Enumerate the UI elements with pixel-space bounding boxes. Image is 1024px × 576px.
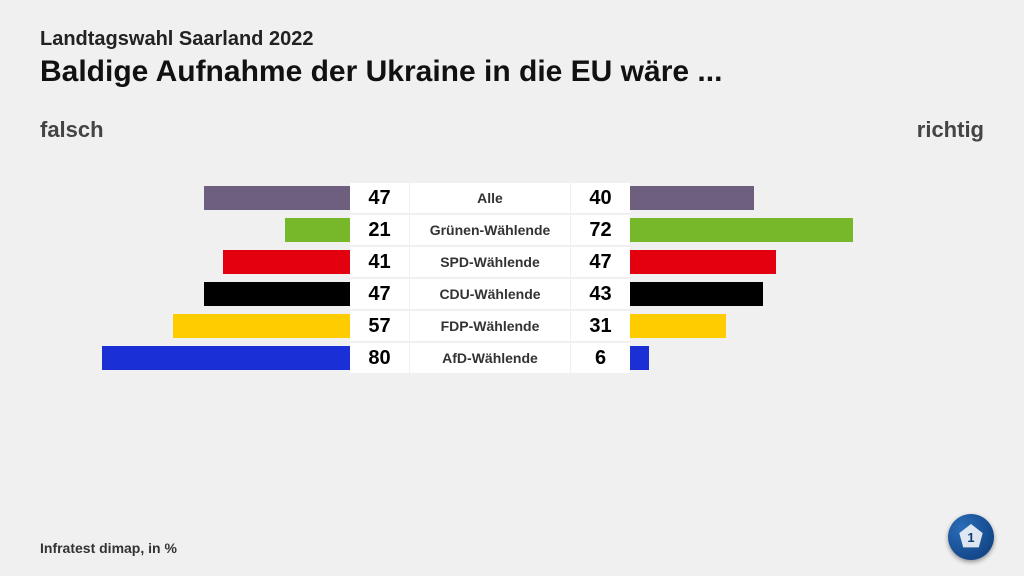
chart-title: Baldige Aufnahme der Ukraine in die EU w… <box>40 55 984 89</box>
bar-area-left <box>40 311 350 341</box>
value-right: 6 <box>570 343 630 373</box>
category-label: AfD-Wählende <box>410 343 570 373</box>
value-left: 47 <box>350 183 410 213</box>
value-left: 80 <box>350 343 410 373</box>
bar-area-right <box>630 183 940 213</box>
chart-row: 57FDP-Wählende31 <box>40 311 984 341</box>
category-label: CDU-Wählende <box>410 279 570 309</box>
chart-row: 47Alle40 <box>40 183 984 213</box>
logo-text: 1 <box>967 530 974 545</box>
bar-area-right <box>630 279 940 309</box>
bar-left <box>204 282 350 306</box>
chart-header: Landtagswahl Saarland 2022 Baldige Aufna… <box>0 0 1024 99</box>
bar-left <box>285 218 350 242</box>
scale-label-left: falsch <box>40 117 104 143</box>
value-left: 57 <box>350 311 410 341</box>
bar-area-left <box>40 247 350 277</box>
value-right: 31 <box>570 311 630 341</box>
broadcaster-logo: 1 <box>948 514 994 560</box>
bar-area-left <box>40 343 350 373</box>
value-left: 41 <box>350 247 410 277</box>
bar-left <box>173 314 350 338</box>
value-right: 43 <box>570 279 630 309</box>
bar-right <box>630 250 776 274</box>
bar-area-left <box>40 279 350 309</box>
scale-label-right: richtig <box>917 117 984 143</box>
bar-right <box>630 346 649 370</box>
chart-subtitle: Landtagswahl Saarland 2022 <box>40 28 984 51</box>
bar-area-left <box>40 215 350 245</box>
value-right: 72 <box>570 215 630 245</box>
chart-row: 41SPD-Wählende47 <box>40 247 984 277</box>
value-right: 47 <box>570 247 630 277</box>
bar-right <box>630 314 726 338</box>
bar-area-right <box>630 311 940 341</box>
bar-left <box>204 186 350 210</box>
category-label: Alle <box>410 183 570 213</box>
bar-area-left <box>40 183 350 213</box>
category-label: FDP-Wählende <box>410 311 570 341</box>
category-label: Grünen-Wählende <box>410 215 570 245</box>
chart-row: 47CDU-Wählende43 <box>40 279 984 309</box>
bar-left <box>223 250 350 274</box>
chart-row: 80AfD-Wählende6 <box>40 343 984 373</box>
diverging-bar-chart: 47Alle4021Grünen-Wählende7241SPD-Wählend… <box>0 183 1024 373</box>
bar-right <box>630 186 754 210</box>
category-label: SPD-Wählende <box>410 247 570 277</box>
bar-area-right <box>630 247 940 277</box>
chart-row: 21Grünen-Wählende72 <box>40 215 984 245</box>
bar-right <box>630 282 763 306</box>
source-footer: Infratest dimap, in % <box>40 540 177 556</box>
bar-left <box>102 346 350 370</box>
scale-labels: falsch richtig <box>0 99 1024 143</box>
value-left: 21 <box>350 215 410 245</box>
bar-area-right <box>630 343 940 373</box>
bar-right <box>630 218 853 242</box>
value-left: 47 <box>350 279 410 309</box>
value-right: 40 <box>570 183 630 213</box>
bar-area-right <box>630 215 940 245</box>
